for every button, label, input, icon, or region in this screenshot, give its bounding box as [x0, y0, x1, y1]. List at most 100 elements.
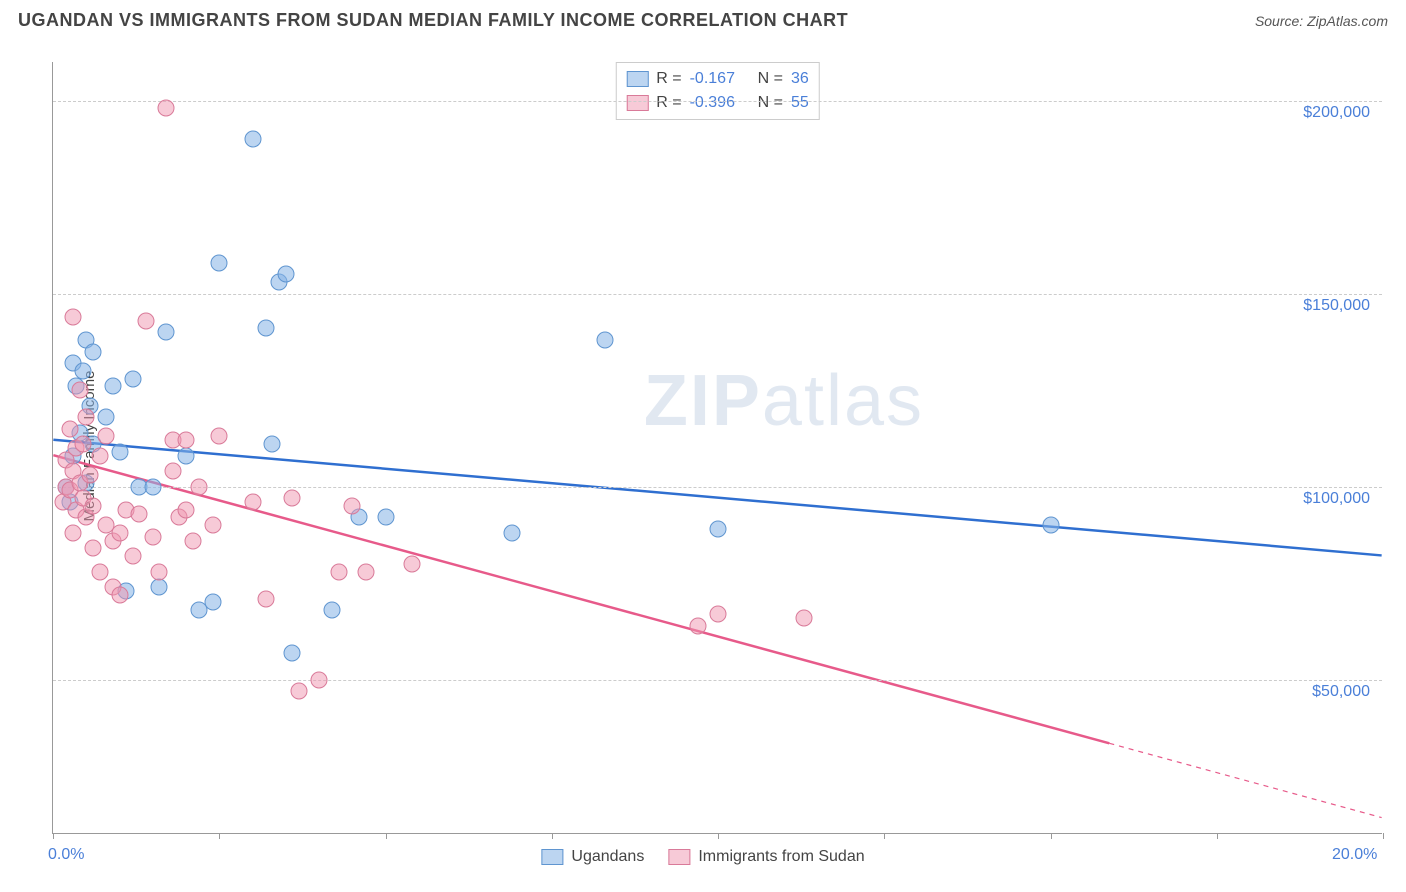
trend-line-dashed-sudan: [1109, 743, 1381, 817]
data-point-sudan: [211, 428, 228, 445]
series-legend: Ugandans Immigrants from Sudan: [541, 848, 864, 866]
data-point-sudan: [138, 312, 155, 329]
data-point-ugandans: [264, 436, 281, 453]
source-label: Source:: [1255, 13, 1307, 29]
data-point-sudan: [78, 409, 95, 426]
data-point-sudan: [61, 420, 78, 437]
data-point-ugandans: [284, 644, 301, 661]
x-tick-label: 20.0%: [1332, 846, 1377, 864]
n-value-sudan: 55: [791, 94, 809, 112]
legend-item-sudan: Immigrants from Sudan: [668, 848, 864, 866]
data-point-sudan: [74, 436, 91, 453]
data-point-sudan: [710, 605, 727, 622]
data-point-sudan: [178, 432, 195, 449]
legend-item-ugandans: Ugandans: [541, 848, 644, 866]
data-point-sudan: [796, 609, 813, 626]
data-point-sudan: [158, 100, 175, 117]
y-tick-label: $50,000: [1312, 683, 1370, 701]
x-tick: [884, 833, 885, 839]
chart-plot-area: ZIPatlas R = -0.167 N = 36 R = -0.396 N …: [52, 62, 1382, 834]
data-point-ugandans: [98, 409, 115, 426]
data-point-ugandans: [324, 602, 341, 619]
n-label: N =: [758, 70, 783, 88]
data-point-ugandans: [596, 331, 613, 348]
correlation-legend-row-ugandans: R = -0.167 N = 36: [626, 67, 808, 91]
legend-label-ugandans: Ugandans: [571, 848, 644, 866]
data-point-sudan: [357, 563, 374, 580]
y-tick-label: $150,000: [1303, 297, 1370, 315]
data-point-ugandans: [178, 447, 195, 464]
x-tick: [552, 833, 553, 839]
data-point-sudan: [330, 563, 347, 580]
r-value-sudan: -0.396: [690, 94, 750, 112]
data-point-ugandans: [277, 266, 294, 283]
data-point-sudan: [204, 517, 221, 534]
data-point-ugandans: [151, 578, 168, 595]
x-tick: [1051, 833, 1052, 839]
data-point-ugandans: [158, 324, 175, 341]
y-tick-label: $200,000: [1303, 104, 1370, 122]
data-point-sudan: [344, 497, 361, 514]
data-point-sudan: [690, 617, 707, 634]
data-point-ugandans: [74, 362, 91, 379]
x-tick: [718, 833, 719, 839]
data-point-sudan: [124, 548, 141, 565]
data-point-sudan: [84, 497, 101, 514]
r-value-ugandans: -0.167: [690, 70, 750, 88]
x-tick-label: 0.0%: [48, 846, 84, 864]
r-label: R =: [656, 70, 681, 88]
n-value-ugandans: 36: [791, 70, 809, 88]
data-point-ugandans: [204, 594, 221, 611]
chart-title: UGANDAN VS IMMIGRANTS FROM SUDAN MEDIAN …: [18, 10, 848, 31]
data-point-sudan: [64, 308, 81, 325]
data-point-ugandans: [124, 370, 141, 387]
y-tick-label: $100,000: [1303, 490, 1370, 508]
correlation-legend-row-sudan: R = -0.396 N = 55: [626, 91, 808, 115]
legend-label-sudan: Immigrants from Sudan: [698, 848, 864, 866]
x-tick: [53, 833, 54, 839]
gridline: [53, 680, 1382, 681]
n-label: N =: [758, 94, 783, 112]
gridline: [53, 487, 1382, 488]
data-point-sudan: [284, 490, 301, 507]
data-point-sudan: [257, 590, 274, 607]
r-label: R =: [656, 94, 681, 112]
data-point-sudan: [164, 463, 181, 480]
swatch-sudan-icon: [626, 95, 648, 111]
gridline: [53, 294, 1382, 295]
data-point-sudan: [111, 524, 128, 541]
data-point-ugandans: [84, 343, 101, 360]
x-tick: [1383, 833, 1384, 839]
data-point-sudan: [191, 478, 208, 495]
x-tick: [1217, 833, 1218, 839]
source-name: ZipAtlas.com: [1307, 13, 1388, 29]
data-point-sudan: [291, 683, 308, 700]
data-point-sudan: [64, 524, 81, 541]
data-point-ugandans: [144, 478, 161, 495]
data-point-sudan: [178, 501, 195, 518]
data-point-sudan: [91, 447, 108, 464]
data-point-ugandans: [244, 131, 261, 148]
data-point-sudan: [244, 494, 261, 511]
data-point-sudan: [184, 532, 201, 549]
data-point-ugandans: [1042, 517, 1059, 534]
data-point-sudan: [131, 505, 148, 522]
correlation-legend: R = -0.167 N = 36 R = -0.396 N = 55: [615, 62, 819, 120]
x-tick: [219, 833, 220, 839]
data-point-ugandans: [257, 320, 274, 337]
data-point-ugandans: [710, 521, 727, 538]
trend-lines-layer: [53, 62, 1382, 833]
header: UGANDAN VS IMMIGRANTS FROM SUDAN MEDIAN …: [0, 0, 1406, 31]
data-point-sudan: [81, 467, 98, 484]
data-point-ugandans: [503, 524, 520, 541]
swatch-ugandans-icon: [626, 71, 648, 87]
data-point-ugandans: [377, 509, 394, 526]
data-point-sudan: [98, 428, 115, 445]
data-point-sudan: [91, 563, 108, 580]
data-point-sudan: [71, 382, 88, 399]
data-point-sudan: [84, 540, 101, 557]
x-tick: [386, 833, 387, 839]
swatch-ugandans-icon: [541, 849, 563, 865]
data-point-ugandans: [104, 378, 121, 395]
data-point-sudan: [404, 555, 421, 572]
